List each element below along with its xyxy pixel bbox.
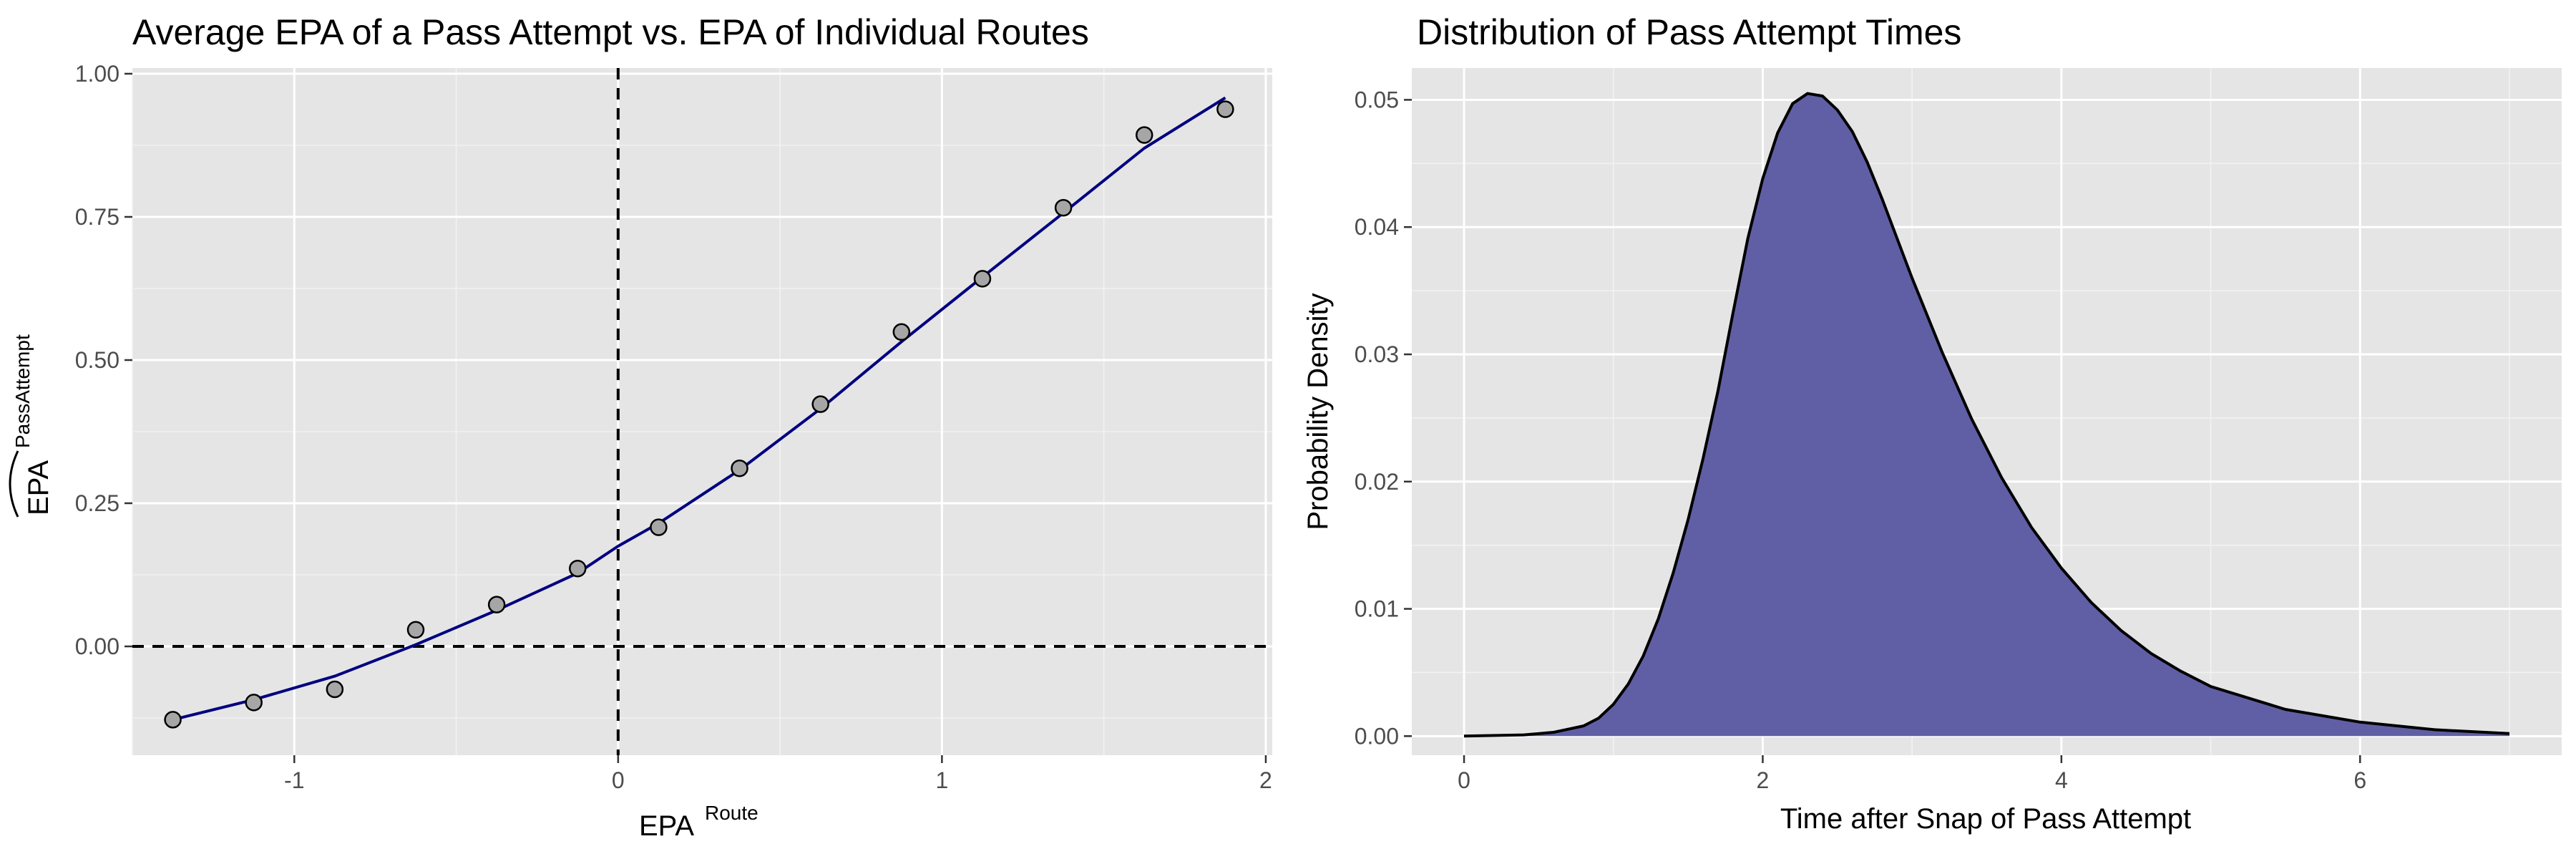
chart-title: Average EPA of a Pass Attempt vs. EPA of… [132,12,1089,52]
data-point [811,395,829,413]
x-tick-label: -1 [284,767,304,793]
y-tick-label: 0.00 [75,634,119,659]
epa-route-chart: Average EPA of a Pass Attempt vs. EPA of… [9,12,1272,842]
data-point [164,711,182,729]
data-point [569,559,587,578]
density-area [1464,93,2509,737]
data-point [892,323,911,341]
plot-panel [132,68,1272,755]
x-tick-label: 1 [935,767,948,793]
chart-title: Distribution of Pass Attempt Times [1417,12,1961,52]
data-point [487,596,506,613]
x-axis-label: Time after Snap of Pass Attempt [1780,803,2191,835]
data-point [1054,198,1073,217]
y-tick-label: 0.00 [1355,723,1399,749]
x-tick-label: 4 [2055,767,2068,793]
y-tick-label: 0.01 [1355,596,1399,622]
y-tick-label: 0.03 [1355,341,1399,367]
data-point [326,680,344,699]
y-tick-label: 0.50 [75,347,119,373]
y-tick-label: 0.02 [1355,469,1399,495]
data-point [731,459,748,477]
hat-accent-icon [9,450,19,518]
y-axis-label: EPA PassAttempt [9,334,54,518]
x-tick-label: 0 [612,767,625,793]
data-point [1216,100,1234,118]
x-tick-label: 2 [1259,767,1272,793]
y-axis-label-superscript: PassAttempt [11,334,34,448]
data-point [650,518,668,536]
x-tick-label: 2 [1757,767,1770,793]
y-tick-label: 0.04 [1355,214,1399,240]
data-point [973,270,992,288]
y-axis-label-base: EPA [23,460,54,515]
density-curve [1463,92,2510,738]
data-point [245,694,263,712]
y-tick-label: 1.00 [75,61,119,87]
data-point [1135,126,1153,144]
x-tick-label: 6 [2353,767,2366,793]
y-tick-label: 0.05 [1355,87,1399,112]
x-axis-label-base: EPA [639,810,694,842]
x-axis-label: EPA [639,810,694,842]
y-axis-label: Probability Density [1302,293,1334,530]
x-tick-label: 0 [1458,767,1470,793]
y-tick-label: 0.25 [75,490,119,516]
y-tick-label: 0.75 [75,204,119,230]
data-point [406,621,425,639]
x-axis-label-superscript: Route [705,802,758,824]
